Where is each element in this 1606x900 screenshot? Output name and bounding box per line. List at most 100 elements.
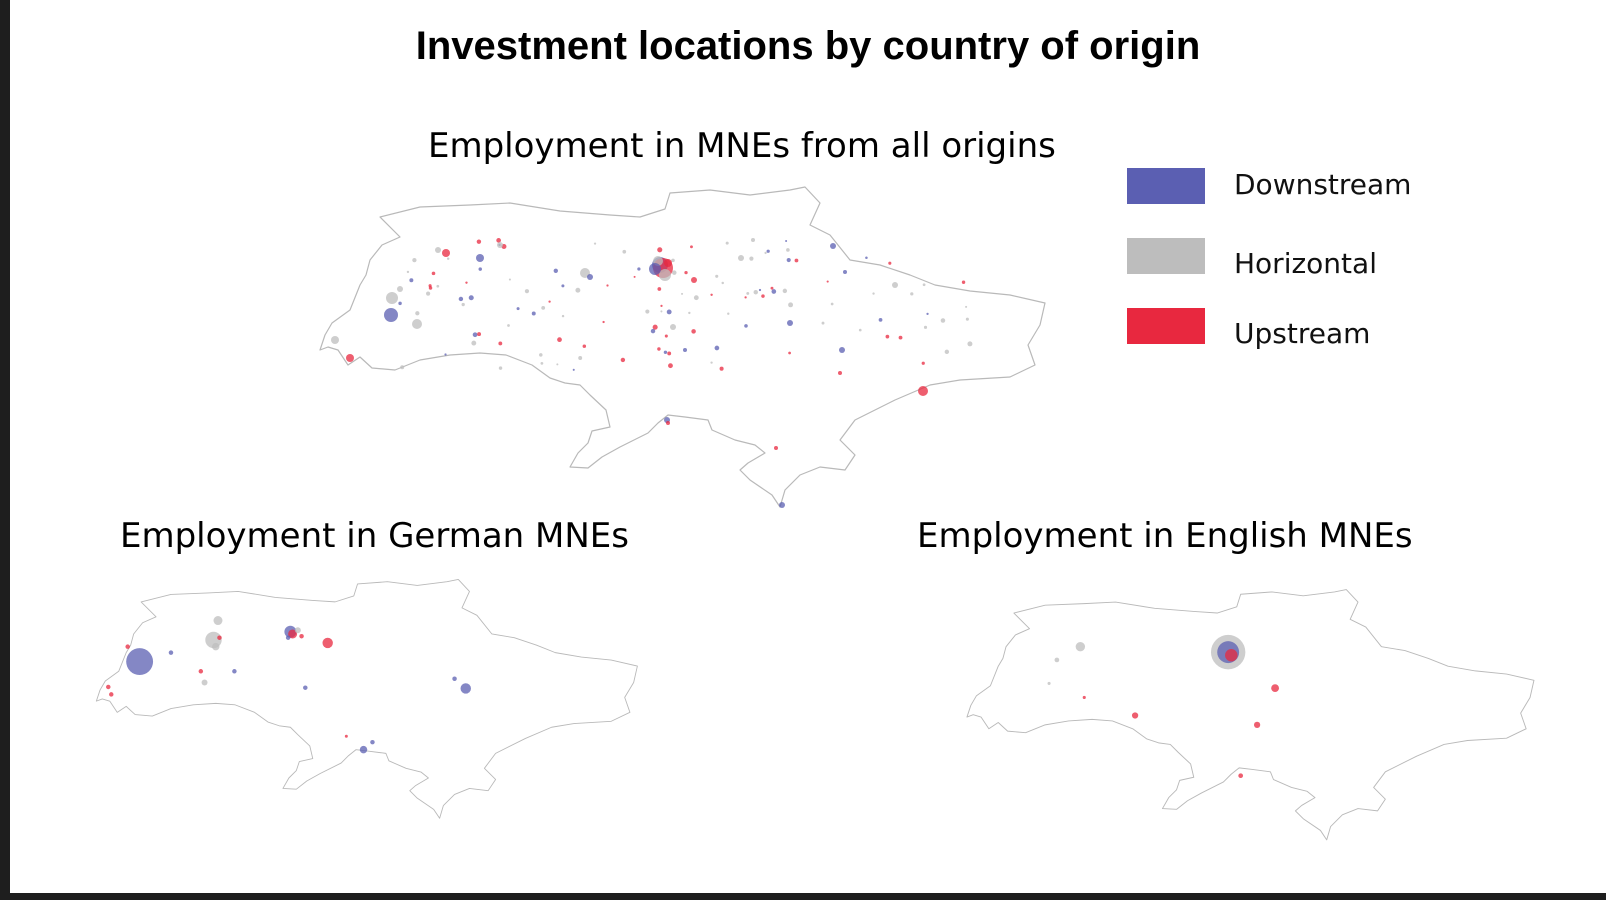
location-marker-upstream [684, 270, 688, 275]
location-marker-upstream [761, 294, 765, 298]
location-marker-horizontal [940, 318, 946, 323]
location-marker-horizontal [400, 365, 405, 370]
location-marker-horizontal [965, 305, 968, 308]
location-marker-downstream [878, 317, 883, 322]
location-marker-upstream [498, 341, 503, 346]
location-marker-horizontal [575, 287, 581, 293]
location-marker-upstream [1238, 773, 1244, 779]
ukraine-outline [966, 589, 1535, 841]
location-marker-downstream [303, 685, 308, 690]
location-marker-downstream [663, 350, 668, 355]
location-marker-upstream [691, 329, 696, 334]
location-marker-upstream [664, 334, 668, 338]
location-marker-downstream [683, 348, 687, 352]
location-marker-horizontal [436, 284, 440, 288]
location-marker-upstream [620, 357, 626, 363]
ukraine-outline [319, 186, 1046, 508]
location-marker-downstream [587, 274, 593, 280]
location-marker-horizontal [788, 302, 794, 308]
location-marker-horizontal [660, 310, 663, 313]
location-marker-horizontal [426, 291, 431, 296]
location-marker-horizontal [858, 328, 862, 332]
location-marker-downstream [779, 502, 785, 508]
location-marker-horizontal [561, 314, 565, 318]
location-marker-upstream [633, 275, 636, 278]
location-marker-upstream [477, 332, 482, 337]
location-marker-upstream [299, 633, 304, 639]
location-marker-upstream [774, 446, 778, 450]
location-marker-downstream [744, 324, 748, 328]
location-marker-downstream [370, 739, 375, 745]
location-marker-downstream [839, 347, 845, 353]
location-marker-upstream [557, 337, 562, 343]
location-marker-upstream [826, 280, 829, 283]
location-marker-downstream [650, 328, 656, 334]
location-marker-downstream [516, 307, 520, 311]
location-marker-downstream [714, 345, 720, 351]
location-marker-upstream [744, 296, 747, 299]
location-marker-horizontal [412, 319, 422, 329]
location-marker-horizontal [1054, 657, 1060, 663]
location-marker-horizontal [446, 257, 450, 260]
location-marker-upstream [109, 692, 114, 697]
location-marker-horizontal [764, 251, 767, 255]
location-marker-horizontal [593, 242, 597, 245]
location-marker-upstream [476, 239, 482, 244]
location-marker-upstream [602, 320, 605, 324]
location-marker-upstream [710, 293, 713, 296]
location-marker-downstream [553, 268, 558, 273]
location-marker-upstream [1131, 712, 1139, 719]
location-marker-upstream [652, 324, 658, 330]
location-marker-upstream [885, 334, 890, 339]
location-marker-upstream [431, 271, 436, 276]
legend-label-horizontal: Horizontal [1234, 247, 1377, 280]
location-marker-horizontal [578, 356, 583, 360]
location-marker-horizontal [524, 289, 530, 294]
location-marker-upstream [719, 366, 724, 371]
location-marker-upstream [666, 421, 670, 425]
location-marker-downstream [458, 296, 464, 302]
location-marker-downstream [572, 368, 575, 371]
location-marker-upstream [548, 300, 551, 303]
location-marker-downstream [460, 683, 471, 694]
location-marker-upstream [465, 281, 468, 284]
location-marker-horizontal [670, 324, 676, 330]
location-marker-upstream [1271, 684, 1280, 693]
location-marker-horizontal [294, 627, 301, 634]
location-marker-upstream [691, 277, 697, 283]
location-marker-horizontal [415, 311, 420, 316]
location-marker-horizontal [659, 269, 671, 281]
location-marker-upstream [346, 354, 354, 362]
location-marker-upstream [125, 644, 130, 649]
location-marker-horizontal [397, 286, 403, 292]
location-marker-horizontal [944, 349, 950, 355]
location-marker-horizontal [967, 341, 973, 347]
location-marker-horizontal [508, 278, 511, 281]
location-marker-upstream [660, 304, 663, 307]
location-marker-horizontal [872, 292, 875, 295]
location-marker-upstream [106, 684, 111, 690]
map-all-title: Employment in MNEs from all origins [428, 126, 1056, 166]
location-marker-downstream [830, 243, 836, 249]
map-english-title: Employment in English MNEs [917, 516, 1413, 556]
location-marker-downstream [472, 332, 478, 338]
location-marker-horizontal [497, 242, 503, 248]
location-marker-horizontal [727, 312, 730, 315]
location-marker-horizontal [435, 247, 441, 253]
location-marker-upstream [657, 247, 663, 253]
ukraine-outline [95, 579, 638, 819]
map-all-origins [319, 186, 1046, 508]
location-marker-upstream [582, 344, 587, 348]
location-marker-upstream [288, 629, 298, 639]
location-marker-horizontal [412, 257, 417, 263]
location-marker-horizontal [498, 366, 503, 370]
location-marker-horizontal [749, 256, 754, 261]
legend-label-upstream: Upstream [1234, 317, 1371, 350]
location-marker-upstream [198, 669, 204, 674]
location-marker-downstream [398, 301, 402, 306]
location-marker-horizontal [540, 361, 544, 365]
location-marker-upstream [657, 347, 661, 351]
location-marker-horizontal [672, 270, 677, 275]
location-marker-horizontal [892, 282, 898, 288]
location-marker-downstream [787, 320, 793, 326]
